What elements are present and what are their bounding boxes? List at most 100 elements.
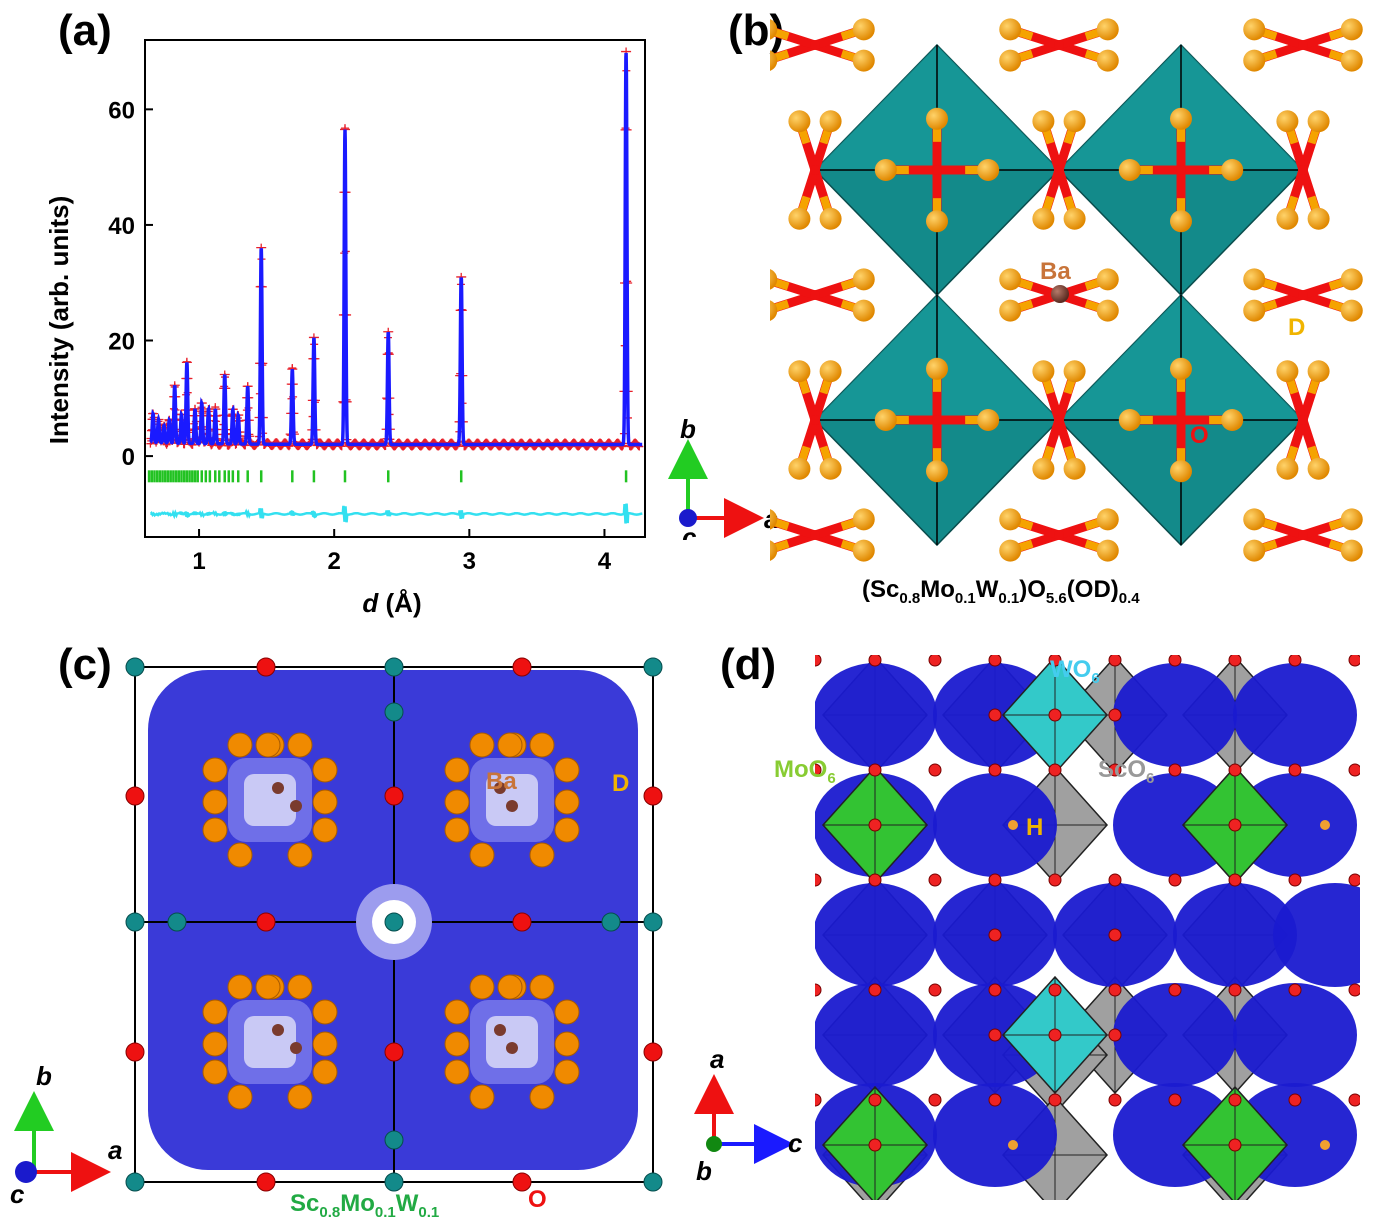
d-atom — [287, 974, 313, 1000]
triad-c-right: a — [108, 1135, 122, 1165]
o-atom — [1168, 983, 1182, 997]
o-atom — [125, 1042, 145, 1062]
d-atom — [1243, 299, 1266, 322]
o-atom — [1176, 165, 1186, 175]
od-group — [999, 18, 1119, 72]
o-d-bond — [770, 516, 790, 531]
d-atom — [1032, 207, 1055, 230]
d-atom — [1063, 110, 1086, 133]
o-atom — [868, 1138, 882, 1152]
o-atom — [1288, 983, 1302, 997]
d-atom — [999, 299, 1022, 322]
d-atom — [926, 107, 948, 130]
d-atom — [819, 207, 842, 230]
o-atom — [1298, 290, 1308, 300]
o-atom — [1348, 763, 1360, 777]
d-atom — [788, 207, 811, 230]
d-atom — [852, 539, 875, 562]
o-atom — [988, 1028, 1002, 1042]
triad-d-up: a — [710, 1044, 724, 1074]
isosurface-blob — [1173, 883, 1297, 987]
d-atom — [1118, 409, 1141, 431]
axis-triad-d: a c b — [694, 1044, 803, 1186]
d-atom — [1340, 18, 1363, 41]
o-atom — [1228, 763, 1242, 777]
o-atom — [1168, 873, 1182, 887]
o-atom — [256, 912, 276, 932]
d-atom — [312, 757, 338, 783]
d-atom — [788, 360, 811, 383]
sc-atom — [384, 912, 404, 932]
o-atom — [1228, 655, 1242, 667]
o-atom — [1228, 818, 1242, 832]
calculated-profile — [149, 52, 643, 447]
o-atom — [815, 655, 822, 667]
d-atom — [497, 732, 523, 758]
od-group — [1276, 360, 1330, 480]
ba-atom — [494, 782, 506, 794]
d-atom — [227, 1084, 253, 1110]
o-atom — [815, 873, 822, 887]
d-atom — [874, 159, 897, 181]
o-atom — [1288, 655, 1302, 667]
o-atom — [1048, 1028, 1062, 1042]
d-atom — [788, 457, 811, 480]
d-atom — [1340, 49, 1363, 72]
x-tick-label: 4 — [598, 548, 612, 575]
o-atom — [815, 983, 822, 997]
o-atom — [384, 786, 404, 806]
o-atom — [928, 655, 942, 667]
d-atom — [1221, 409, 1244, 431]
triad-b-up: b — [680, 414, 696, 444]
moo6-label: MoO6 — [774, 756, 836, 787]
panel-c-label: (c) — [58, 640, 112, 689]
observed-points — [146, 47, 644, 451]
d-atom — [1170, 107, 1192, 130]
y-tick-label: 60 — [108, 97, 135, 124]
d-atom — [529, 732, 555, 758]
o-atom — [512, 657, 532, 677]
d-atom — [312, 1059, 338, 1085]
o-atom — [868, 873, 882, 887]
sc-atom — [384, 702, 404, 722]
o-atom — [1298, 530, 1308, 540]
sc-atom — [125, 912, 145, 932]
d-atom — [770, 269, 778, 290]
o-atom — [1108, 1093, 1122, 1107]
ba-atom — [506, 800, 518, 812]
o-atom — [1168, 763, 1182, 777]
o-atom — [988, 655, 1002, 667]
ba-atom — [272, 1024, 284, 1036]
d-atom — [770, 50, 778, 71]
d-atom — [1307, 207, 1330, 230]
isosurface-blob — [933, 1083, 1057, 1187]
d-atom — [469, 1084, 495, 1110]
isosurface-c — [125, 657, 663, 1192]
o-atom — [1298, 165, 1308, 175]
formula-c: Sc0.8Mo0.1W0.1 — [290, 1190, 440, 1221]
o-atom — [1108, 983, 1122, 997]
h-atom — [1008, 1140, 1018, 1150]
d-atom — [202, 1031, 228, 1057]
d-atom — [999, 18, 1022, 41]
d-atom — [202, 999, 228, 1025]
d-atom — [312, 1031, 338, 1057]
sc-atom — [601, 912, 621, 932]
d-atom — [1276, 110, 1299, 133]
o-atom — [988, 983, 1002, 997]
d-atom — [819, 457, 842, 480]
d-atom — [819, 110, 842, 133]
d-atom — [444, 817, 470, 843]
d-atom — [554, 999, 580, 1025]
ba-atom — [1051, 285, 1069, 303]
d-atom — [1170, 210, 1192, 233]
d-atom — [255, 974, 281, 1000]
o-atom — [1108, 763, 1122, 777]
triad-d-right: c — [788, 1128, 803, 1158]
d-atom — [1032, 110, 1055, 133]
d-atom — [202, 757, 228, 783]
o-atom — [932, 415, 942, 425]
sc-atom — [643, 912, 663, 932]
od-group — [770, 18, 875, 72]
d-atom — [1170, 460, 1192, 483]
